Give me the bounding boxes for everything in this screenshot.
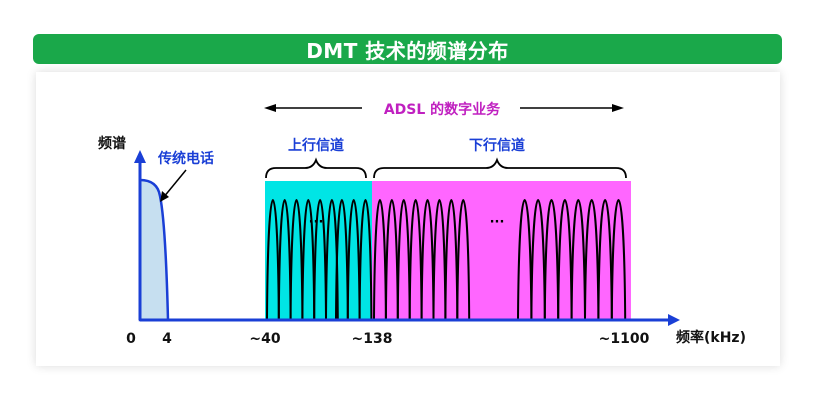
tick-4: 4: [162, 331, 172, 347]
downstream-carrier-b-1: [517, 199, 533, 321]
upstream-ellipsis: ···: [309, 215, 324, 230]
adsl-label: ADSL 的数字业务: [384, 101, 501, 118]
downstream-carrier-a-7: [444, 199, 459, 321]
phone-spectrum: [138, 178, 170, 322]
downstream-carrier-b-2: [530, 199, 546, 321]
phone-pointer-line: [162, 169, 187, 199]
downstream-carrier-b-6: [584, 199, 600, 321]
downstream-carrier-b-7: [597, 199, 613, 321]
phone-pointer-head: [160, 191, 169, 202]
downstream-carrier-a-1: [373, 199, 387, 321]
downstream-carrier-a-2: [384, 199, 399, 321]
upstream-carrier-b-2: [346, 199, 361, 321]
downstream-ellipsis: ···: [490, 215, 505, 230]
y-axis-arrow: [134, 150, 146, 163]
diagram-title: DMT 技术的频谱分布: [33, 34, 782, 64]
upstream-carrier-a-5: [313, 199, 327, 321]
downstream-carrier-b-3: [543, 199, 560, 321]
downstream-carrier-a-6: [432, 199, 447, 321]
tick-138: ~138: [352, 331, 393, 347]
downstream-carrier-b-4: [557, 199, 573, 321]
x-axis-label: 频率(kHz): [676, 329, 746, 346]
downstream-carrier-a-8: [456, 199, 471, 321]
upstream-carrier-a-4: [301, 199, 316, 321]
downstream-label: 下行信道: [469, 137, 525, 154]
upstream-carrier-a-1: [266, 199, 280, 321]
dmt-carriers: [266, 199, 627, 321]
x-axis-arrow: [668, 314, 680, 326]
upstream-carrier-b-3: [358, 199, 373, 321]
downstream-carrier-b-5: [570, 199, 586, 321]
y-axis-label: 频谱: [98, 135, 126, 152]
downstream-carrier-b-8: [610, 199, 627, 321]
adsl-arrow-left-head: [264, 104, 276, 112]
tick-1100: ~1100: [599, 331, 650, 347]
phone-label: 传统电话: [157, 150, 214, 167]
downstream-carrier-a-4: [408, 199, 423, 321]
upstream-carrier-a-2: [277, 199, 292, 321]
adsl-arrow-right-head: [612, 104, 624, 112]
downstream-brace: [373, 157, 627, 179]
tick-40: ~40: [249, 331, 280, 347]
upstream-label: 上行信道: [288, 137, 344, 154]
downstream-carrier-a-5: [420, 199, 435, 321]
upstream-brace: [265, 157, 367, 179]
tick-0: 0: [126, 331, 136, 347]
upstream-carrier-b-1: [335, 199, 349, 321]
upstream-carrier-a-3: [289, 199, 304, 321]
downstream-carrier-a-3: [396, 199, 411, 321]
downstream-band: [372, 181, 631, 320]
